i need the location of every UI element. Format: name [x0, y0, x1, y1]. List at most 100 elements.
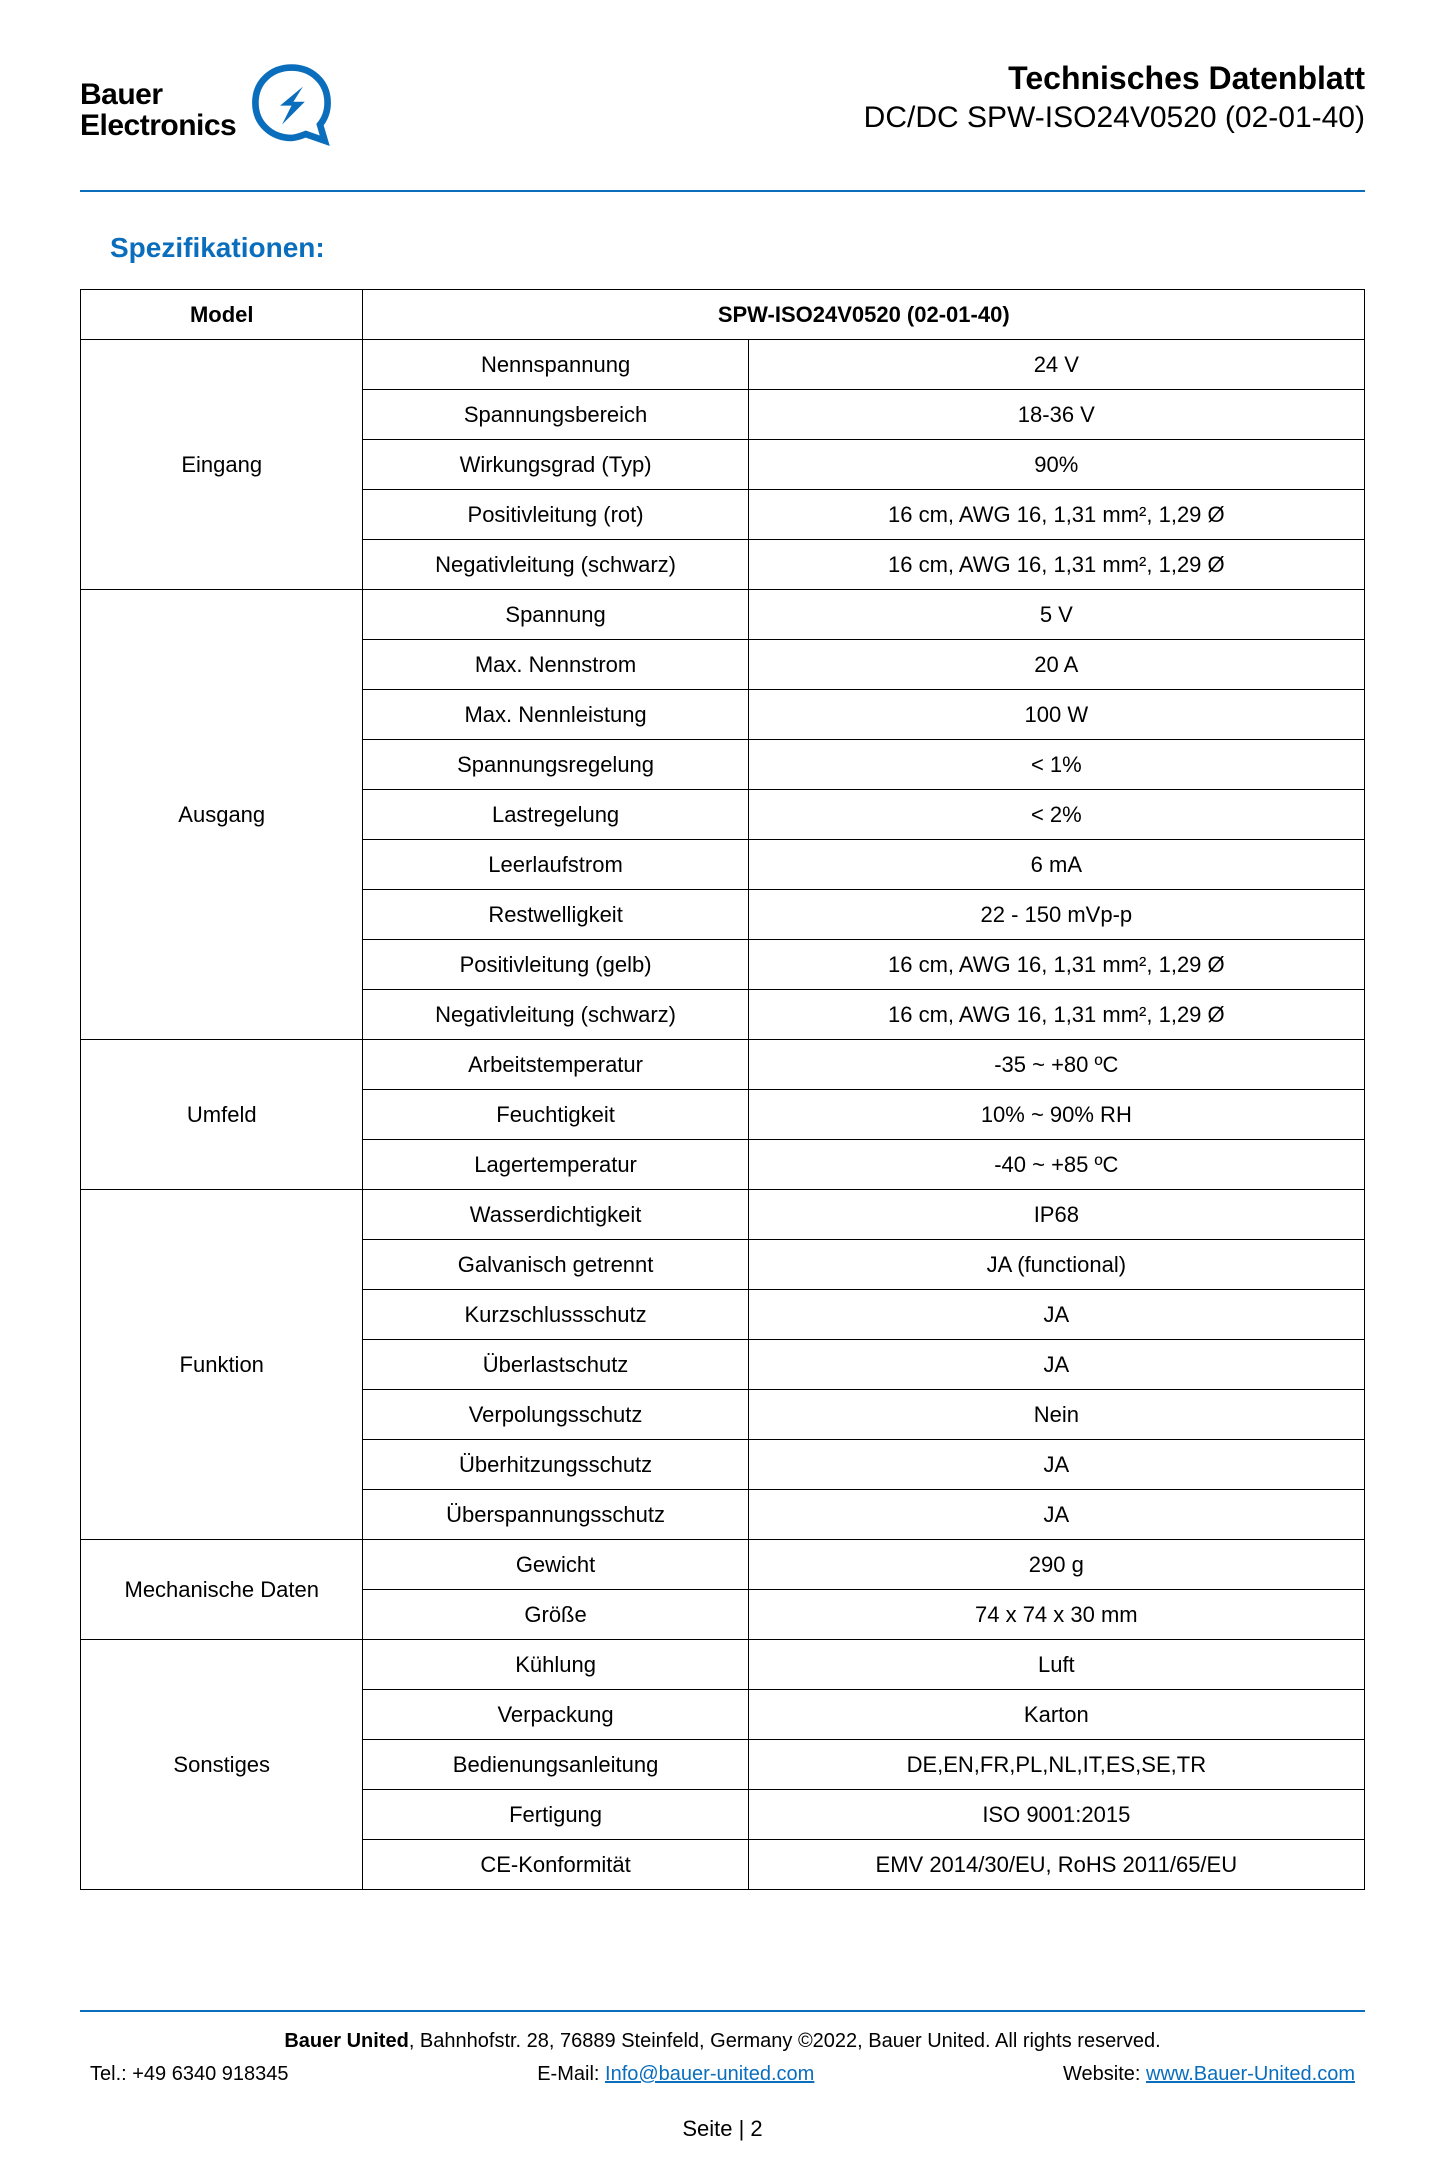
param-cell: Gewicht [363, 1540, 748, 1590]
footer-address-text: , Bahnhofstr. 28, 76889 Steinfeld, Germa… [409, 2030, 1161, 2052]
value-cell: < 1% [748, 740, 1364, 790]
param-cell: Galvanisch getrennt [363, 1240, 748, 1290]
footer-divider [80, 2010, 1365, 2012]
footer-email-link[interactable]: Info@bauer-united.com [605, 2063, 814, 2085]
value-cell: JA [748, 1440, 1364, 1490]
table-row: UmfeldArbeitstemperatur-35 ~ +80 ºC [81, 1040, 1365, 1090]
value-cell: 20 A [748, 640, 1364, 690]
value-cell: JA [748, 1490, 1364, 1540]
param-cell: Überlastschutz [363, 1340, 748, 1390]
footer-website: Website: www.Bauer-United.com [1063, 2063, 1355, 2086]
value-cell: JA [748, 1290, 1364, 1340]
brand-logo-icon [244, 60, 339, 160]
value-cell: IP68 [748, 1190, 1364, 1240]
value-cell: 16 cm, AWG 16, 1,31 mm², 1,29 Ø [748, 540, 1364, 590]
value-cell: 74 x 74 x 30 mm [748, 1590, 1364, 1640]
param-cell: CE-Konformität [363, 1840, 748, 1890]
value-cell: Nein [748, 1390, 1364, 1440]
value-cell: 290 g [748, 1540, 1364, 1590]
value-cell: 10% ~ 90% RH [748, 1090, 1364, 1140]
header-divider [80, 190, 1365, 192]
category-cell: Mechanische Daten [81, 1540, 363, 1640]
value-cell: -35 ~ +80 ºC [748, 1040, 1364, 1090]
category-cell: Eingang [81, 340, 363, 590]
footer-company: Bauer United [284, 2030, 408, 2052]
brand-line1: Bauer [80, 78, 163, 111]
param-cell: Fertigung [363, 1790, 748, 1840]
value-cell: 18-36 V [748, 390, 1364, 440]
table-row: FunktionWasserdichtigkeitIP68 [81, 1190, 1365, 1240]
value-cell: 6 mA [748, 840, 1364, 890]
param-cell: Positivleitung (gelb) [363, 940, 748, 990]
param-cell: Spannungsbereich [363, 390, 748, 440]
category-cell: Ausgang [81, 590, 363, 1040]
section-title: Spezifikationen: [110, 232, 1365, 264]
doc-title: Technisches Datenblatt [864, 60, 1365, 97]
value-cell: 22 - 150 mVp-p [748, 890, 1364, 940]
category-cell: Funktion [81, 1190, 363, 1540]
param-cell: Positivleitung (rot) [363, 490, 748, 540]
param-cell: Spannungsregelung [363, 740, 748, 790]
param-cell: Bedienungsanleitung [363, 1740, 748, 1790]
param-cell: Lastregelung [363, 790, 748, 840]
model-label: Model [81, 290, 363, 340]
param-cell: Größe [363, 1590, 748, 1640]
table-header-row: Model SPW-ISO24V0520 (02-01-40) [81, 290, 1365, 340]
category-cell: Sonstiges [81, 1640, 363, 1890]
param-cell: Max. Nennstrom [363, 640, 748, 690]
param-cell: Verpackung [363, 1690, 748, 1740]
value-cell: JA [748, 1340, 1364, 1390]
param-cell: Leerlaufstrom [363, 840, 748, 890]
header-titles: Technisches Datenblatt DC/DC SPW-ISO24V0… [864, 60, 1365, 135]
value-cell: JA (functional) [748, 1240, 1364, 1290]
param-cell: Kühlung [363, 1640, 748, 1690]
value-cell: Karton [748, 1690, 1364, 1740]
footer: Bauer United, Bahnhofstr. 28, 76889 Stei… [80, 2030, 1365, 2142]
value-cell: DE,EN,FR,PL,NL,IT,ES,SE,TR [748, 1740, 1364, 1790]
page-number: Seite | 2 [80, 2116, 1365, 2142]
doc-subtitle: DC/DC SPW-ISO24V0520 (02-01-40) [864, 101, 1365, 135]
category-cell: Umfeld [81, 1040, 363, 1190]
value-cell: 100 W [748, 690, 1364, 740]
value-cell: 16 cm, AWG 16, 1,31 mm², 1,29 Ø [748, 940, 1364, 990]
param-cell: Spannung [363, 590, 748, 640]
page-header: Bauer Electronics Technisches Datenblatt… [80, 60, 1365, 160]
spec-table: Model SPW-ISO24V0520 (02-01-40) EingangN… [80, 289, 1365, 1890]
value-cell: Luft [748, 1640, 1364, 1690]
table-row: SonstigesKühlungLuft [81, 1640, 1365, 1690]
param-cell: Nennspannung [363, 340, 748, 390]
param-cell: Max. Nennleistung [363, 690, 748, 740]
value-cell: < 2% [748, 790, 1364, 840]
param-cell: Negativleitung (schwarz) [363, 540, 748, 590]
table-row: Mechanische DatenGewicht290 g [81, 1540, 1365, 1590]
param-cell: Feuchtigkeit [363, 1090, 748, 1140]
param-cell: Wirkungsgrad (Typ) [363, 440, 748, 490]
param-cell: Verpolungsschutz [363, 1390, 748, 1440]
model-value: SPW-ISO24V0520 (02-01-40) [363, 290, 1365, 340]
footer-contact-row: Tel.: +49 6340 918345 E-Mail: Info@bauer… [80, 2063, 1365, 2086]
param-cell: Arbeitstemperatur [363, 1040, 748, 1090]
param-cell: Überspannungsschutz [363, 1490, 748, 1540]
footer-tel: Tel.: +49 6340 918345 [90, 2063, 289, 2086]
value-cell: -40 ~ +85 ºC [748, 1140, 1364, 1190]
table-row: EingangNennspannung24 V [81, 340, 1365, 390]
brand-text: Bauer Electronics [80, 79, 236, 142]
value-cell: ISO 9001:2015 [748, 1790, 1364, 1840]
value-cell: 5 V [748, 590, 1364, 640]
param-cell: Lagertemperatur [363, 1140, 748, 1190]
param-cell: Kurzschlussschutz [363, 1290, 748, 1340]
brand-line2: Electronics [80, 109, 236, 142]
value-cell: 90% [748, 440, 1364, 490]
footer-website-link[interactable]: www.Bauer-United.com [1146, 2063, 1355, 2085]
value-cell: 16 cm, AWG 16, 1,31 mm², 1,29 Ø [748, 490, 1364, 540]
param-cell: Wasserdichtigkeit [363, 1190, 748, 1240]
footer-address: Bauer United, Bahnhofstr. 28, 76889 Stei… [80, 2030, 1365, 2053]
param-cell: Restwelligkeit [363, 890, 748, 940]
table-row: AusgangSpannung5 V [81, 590, 1365, 640]
value-cell: 24 V [748, 340, 1364, 390]
footer-email: E-Mail: Info@bauer-united.com [537, 2063, 814, 2086]
brand-logo: Bauer Electronics [80, 60, 339, 160]
param-cell: Negativleitung (schwarz) [363, 990, 748, 1040]
value-cell: EMV 2014/30/EU, RoHS 2011/65/EU [748, 1840, 1364, 1890]
value-cell: 16 cm, AWG 16, 1,31 mm², 1,29 Ø [748, 990, 1364, 1040]
